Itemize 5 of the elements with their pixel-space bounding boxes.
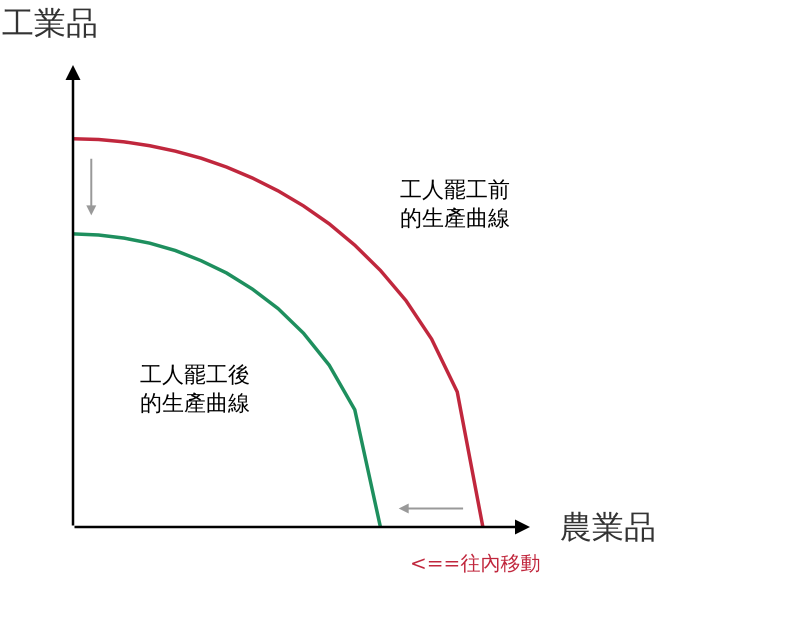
y-axis-title: 工業品 <box>2 4 98 42</box>
text: <==往內移動 <box>410 551 540 575</box>
annotation: 工人罷工後的生產曲線 <box>140 363 250 417</box>
x-axis-title: 農業品 <box>560 508 656 546</box>
annotation: 工人罷工前的生產曲線 <box>400 178 510 232</box>
